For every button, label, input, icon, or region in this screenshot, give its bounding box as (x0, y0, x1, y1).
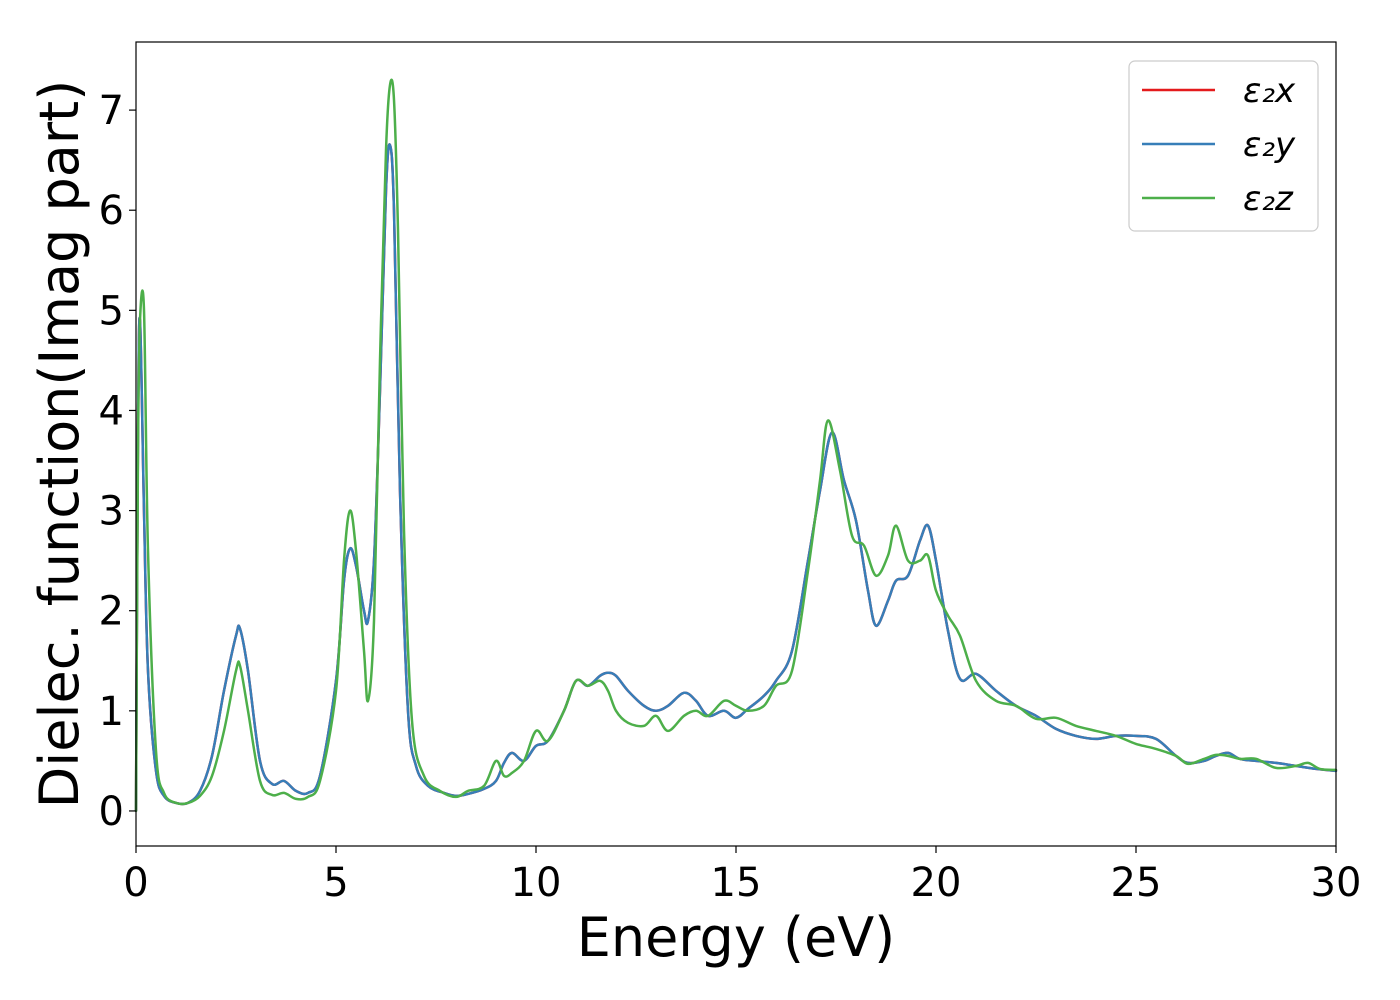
x-tick-label: 0 (123, 860, 148, 906)
series-line-1 (134, 143, 1338, 813)
x-tick-label: 10 (511, 860, 562, 906)
y-tick-label: 7 (99, 88, 124, 134)
y-tick-label: 3 (99, 489, 124, 535)
x-axis-title: Energy (eV) (577, 906, 896, 969)
x-tick-label: 30 (1311, 860, 1362, 906)
y-tick-label: 6 (99, 188, 124, 234)
x-tick-label: 25 (1111, 860, 1162, 906)
y-tick-label: 1 (99, 689, 124, 735)
series-line-3 (134, 78, 1338, 813)
x-tick-label: 15 (711, 860, 762, 906)
x-tick-label: 20 (911, 860, 962, 906)
y-axis: 0 1 2 3 4 5 6 7 (99, 88, 136, 835)
x-axis: 0 5 10 15 20 25 30 (123, 846, 1361, 906)
legend: ε₂x ε₂y ε₂z (1128, 60, 1319, 232)
y-tick-label: 4 (99, 388, 124, 434)
legend-items: ε₂x ε₂y ε₂z (1142, 71, 1296, 219)
legend-label-3: ε₂z (1243, 179, 1294, 219)
series-layer (134, 78, 1338, 813)
legend-box (1128, 60, 1319, 232)
y-tick-label: 0 (99, 789, 124, 835)
y-tick-label: 2 (99, 589, 124, 635)
legend-label-2: ε₂y (1243, 125, 1296, 165)
legend-label-1: ε₂x (1243, 71, 1296, 111)
series-line-2 (134, 143, 1338, 813)
y-tick-label: 5 (99, 288, 124, 334)
x-tick-label: 5 (323, 860, 348, 906)
y-axis-title: Dielec. function(Imag part) (28, 80, 91, 809)
